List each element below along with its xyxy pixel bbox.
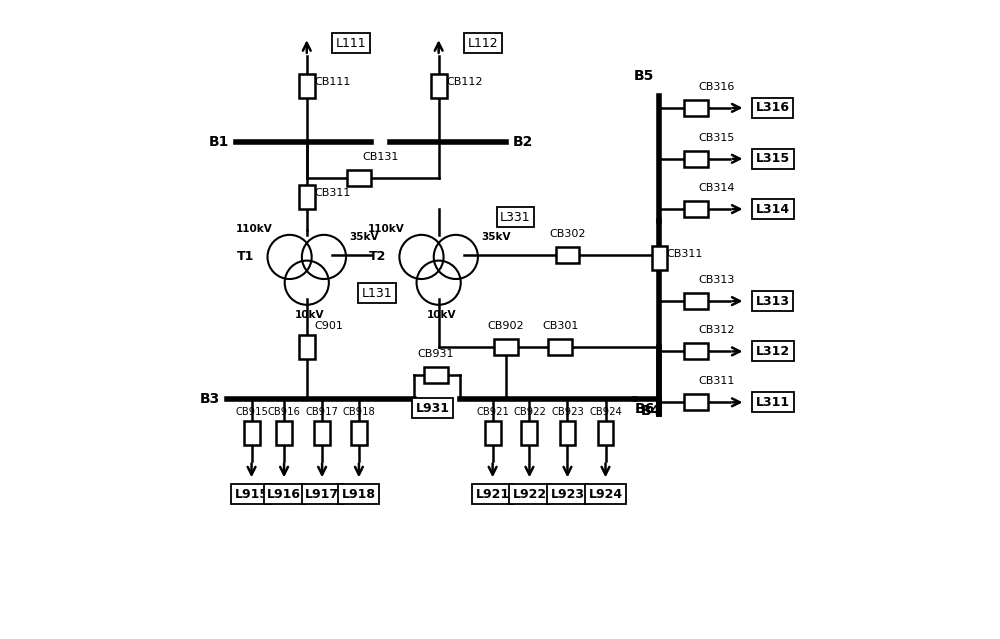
Text: 110kV: 110kV <box>236 224 273 234</box>
Text: 10kV: 10kV <box>295 311 325 320</box>
Bar <box>424 367 448 383</box>
Text: L315: L315 <box>756 152 790 166</box>
Text: L311: L311 <box>756 396 790 409</box>
Bar <box>299 185 315 209</box>
Text: B2: B2 <box>512 135 533 149</box>
Text: CB316: CB316 <box>698 82 735 92</box>
Text: L924: L924 <box>588 488 623 501</box>
Text: T1: T1 <box>237 250 255 263</box>
Text: CB131: CB131 <box>362 153 398 162</box>
Text: B1: B1 <box>208 135 229 149</box>
Bar <box>684 394 708 410</box>
Text: L916: L916 <box>267 488 301 501</box>
Bar <box>521 421 537 445</box>
Text: CB923: CB923 <box>551 407 584 417</box>
Text: L922: L922 <box>512 488 547 501</box>
Text: L931: L931 <box>416 402 450 415</box>
Bar <box>431 74 447 98</box>
Bar <box>684 201 708 217</box>
Text: CB313: CB313 <box>698 275 735 285</box>
Text: B6: B6 <box>634 403 655 417</box>
Text: 35kV: 35kV <box>482 232 511 242</box>
Text: C901: C901 <box>314 321 343 331</box>
Text: CB111: CB111 <box>314 77 351 88</box>
Bar <box>494 339 518 355</box>
Text: L313: L313 <box>756 295 790 307</box>
Bar <box>299 335 315 359</box>
Text: L312: L312 <box>756 345 790 358</box>
Text: B3: B3 <box>199 392 220 406</box>
Bar <box>560 421 575 445</box>
Text: L316: L316 <box>756 102 790 114</box>
Bar <box>652 246 667 270</box>
Text: B4: B4 <box>641 404 661 418</box>
Text: CB922: CB922 <box>513 407 546 417</box>
Bar <box>556 247 579 263</box>
Bar <box>244 421 260 445</box>
Text: L111: L111 <box>336 37 366 50</box>
Text: CB312: CB312 <box>698 325 735 335</box>
Text: L331: L331 <box>500 211 531 224</box>
Text: CB916: CB916 <box>268 407 301 417</box>
Bar <box>598 421 613 445</box>
Text: CB921: CB921 <box>476 407 509 417</box>
Text: CB917: CB917 <box>306 407 339 417</box>
Bar <box>276 421 292 445</box>
Text: CB915: CB915 <box>235 407 268 417</box>
Bar <box>684 100 708 116</box>
Bar <box>347 171 371 187</box>
Text: CB314: CB314 <box>698 183 735 193</box>
Text: B5: B5 <box>634 69 655 83</box>
Text: CB924: CB924 <box>589 407 622 417</box>
Bar <box>684 151 708 167</box>
Text: CB918: CB918 <box>343 407 375 417</box>
Text: L112: L112 <box>468 37 498 50</box>
Text: CB311: CB311 <box>698 376 735 387</box>
Bar <box>351 421 367 445</box>
Text: CB311: CB311 <box>314 188 351 198</box>
Bar <box>314 421 330 445</box>
Text: L131: L131 <box>362 287 393 300</box>
Text: T2: T2 <box>369 250 387 263</box>
Bar <box>485 421 501 445</box>
Text: L314: L314 <box>756 203 790 215</box>
Text: L921: L921 <box>476 488 510 501</box>
Text: 10kV: 10kV <box>427 311 456 320</box>
Text: CB931: CB931 <box>417 349 454 358</box>
Bar <box>684 293 708 309</box>
Text: CB301: CB301 <box>542 321 578 331</box>
Text: CB315: CB315 <box>698 133 735 143</box>
Text: L917: L917 <box>305 488 339 501</box>
Text: L915: L915 <box>234 488 269 501</box>
Text: CB902: CB902 <box>488 321 524 331</box>
Bar <box>548 339 572 355</box>
Bar <box>684 343 708 359</box>
Text: 110kV: 110kV <box>368 224 405 234</box>
Text: CB302: CB302 <box>549 229 586 239</box>
Text: CB311: CB311 <box>667 249 703 259</box>
Text: L918: L918 <box>342 488 376 501</box>
Text: L923: L923 <box>550 488 584 501</box>
Bar <box>299 74 315 98</box>
Text: CB112: CB112 <box>446 77 483 88</box>
Text: 35kV: 35kV <box>350 232 379 242</box>
